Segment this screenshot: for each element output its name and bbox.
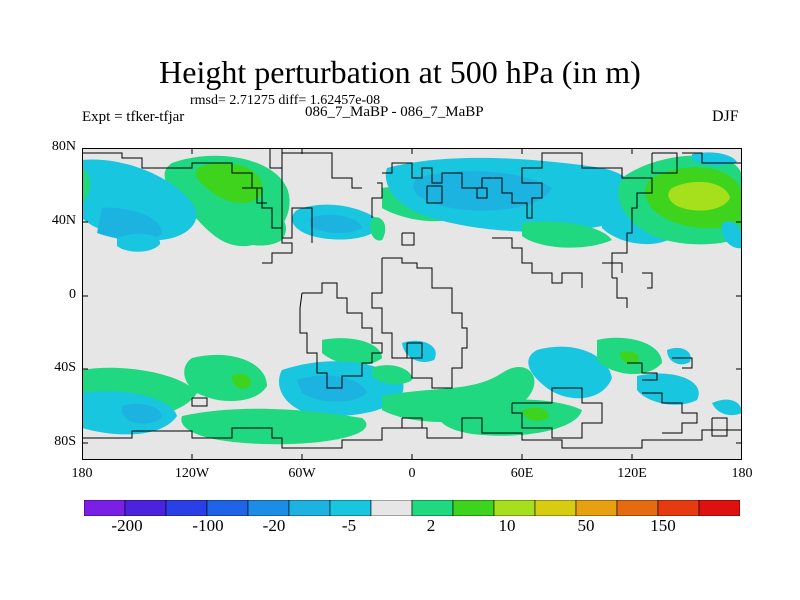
- coastline: [371, 257, 468, 389]
- colorbar-label: -20: [262, 516, 286, 535]
- coastline: [426, 185, 443, 204]
- colorbar-swatch: [657, 500, 700, 516]
- coastline: [382, 152, 653, 278]
- contour-negative: [117, 233, 161, 252]
- coastline: [281, 148, 313, 243]
- contour-positive: [184, 354, 267, 402]
- coastline: [299, 282, 383, 389]
- coastline: [371, 182, 383, 218]
- contour-positive: [522, 221, 612, 248]
- contour-positive: [322, 338, 382, 366]
- colorbar-swatch: [452, 500, 495, 516]
- colorbar-label: 10: [498, 516, 516, 535]
- coastline: [672, 357, 693, 369]
- lat-label: 80S: [54, 434, 76, 449]
- season-label: DJF: [712, 108, 739, 125]
- colorbar-swatch: [247, 500, 290, 516]
- contour-positive: [620, 351, 639, 364]
- coastline: [191, 397, 208, 407]
- contour-positive: [668, 181, 730, 211]
- lat-label: 40S: [54, 360, 76, 375]
- colorbar-label: 2: [426, 516, 436, 535]
- coastline: [242, 187, 267, 204]
- contour-positive: [370, 217, 386, 241]
- contour-positive: [82, 168, 91, 203]
- coastline: [651, 152, 678, 174]
- lon-label: 60W: [288, 466, 316, 481]
- contour-negative: [712, 399, 742, 416]
- map-panel: [82, 148, 742, 460]
- colorbar-swatch: [124, 500, 167, 516]
- lon-label: 0: [408, 466, 416, 481]
- colorbar-swatch: [616, 500, 659, 516]
- lat-label: 80N: [51, 139, 76, 154]
- coastline: [401, 232, 415, 246]
- lon-label: 120W: [174, 466, 210, 481]
- colorbar-label: 150: [650, 516, 676, 535]
- coastline: [682, 152, 742, 164]
- contour-negative: [667, 347, 691, 365]
- colorbar: [84, 500, 740, 516]
- lat-label: 40N: [51, 213, 76, 228]
- contour-negative: [413, 171, 552, 211]
- colorbar-swatch: [370, 500, 413, 516]
- contour-negative: [310, 214, 362, 234]
- lon-label: 120E: [617, 466, 647, 481]
- contour-positive: [232, 373, 251, 389]
- colorbar-swatch: [84, 500, 126, 516]
- coastline: [642, 392, 698, 434]
- colorbar-swatch: [493, 500, 536, 516]
- contour-negative: [637, 373, 699, 405]
- colorbar-swatch: [288, 500, 331, 516]
- colorbar-swatch: [534, 500, 577, 516]
- colorbar-swatch: [575, 500, 618, 516]
- contour-negative: [97, 207, 162, 241]
- lon-label: 180: [731, 466, 753, 481]
- contour-positive: [227, 206, 286, 246]
- coastline: [627, 362, 658, 381]
- contour-negative: [721, 221, 742, 249]
- contour-positive: [438, 399, 582, 436]
- coastline: [492, 237, 583, 288]
- colorbar-label: -5: [341, 516, 357, 535]
- colorbar-swatch: [698, 500, 740, 516]
- colorbar-label: 50: [577, 516, 595, 535]
- contour-positive: [372, 365, 413, 385]
- contour-negative: [122, 403, 163, 424]
- experiment-label: Expt = tfker-tfjar: [82, 109, 185, 125]
- coastline: [476, 187, 488, 199]
- contour-positive: [181, 408, 367, 445]
- coastline: [406, 342, 423, 359]
- contour-negative: [297, 375, 367, 402]
- lon-label: 60E: [510, 466, 534, 481]
- coastlines: [82, 148, 742, 449]
- coastline: [612, 277, 628, 308]
- coastline: [511, 387, 603, 439]
- contour-negative: [402, 340, 436, 363]
- plot-title: Height perturbation at 500 hPa (in m): [159, 54, 641, 90]
- contour-positive: [522, 407, 549, 421]
- contour-negative: [692, 152, 737, 166]
- colorbar-label: -100: [192, 516, 224, 535]
- coastline: [642, 272, 653, 289]
- lat-label: 0: [69, 287, 76, 302]
- colorbar-swatch: [165, 500, 208, 516]
- colorbar-swatch: [411, 500, 454, 516]
- coastline: [269, 148, 362, 189]
- coastline: [602, 262, 623, 273]
- rmsd-stats: rmsd= 2.71275 diff= 1.62457e-08: [190, 93, 381, 108]
- coastline: [401, 417, 423, 429]
- colorbar-swatch: [206, 500, 249, 516]
- tick-marks: [82, 148, 742, 460]
- colorbar-swatch: [329, 500, 372, 516]
- colorbar-label: -200: [111, 516, 143, 535]
- lon-label: 180: [71, 466, 93, 481]
- contour-negative: [528, 346, 612, 399]
- case-id-label: 086_7_MaBP - 086_7_MaBP: [305, 104, 484, 120]
